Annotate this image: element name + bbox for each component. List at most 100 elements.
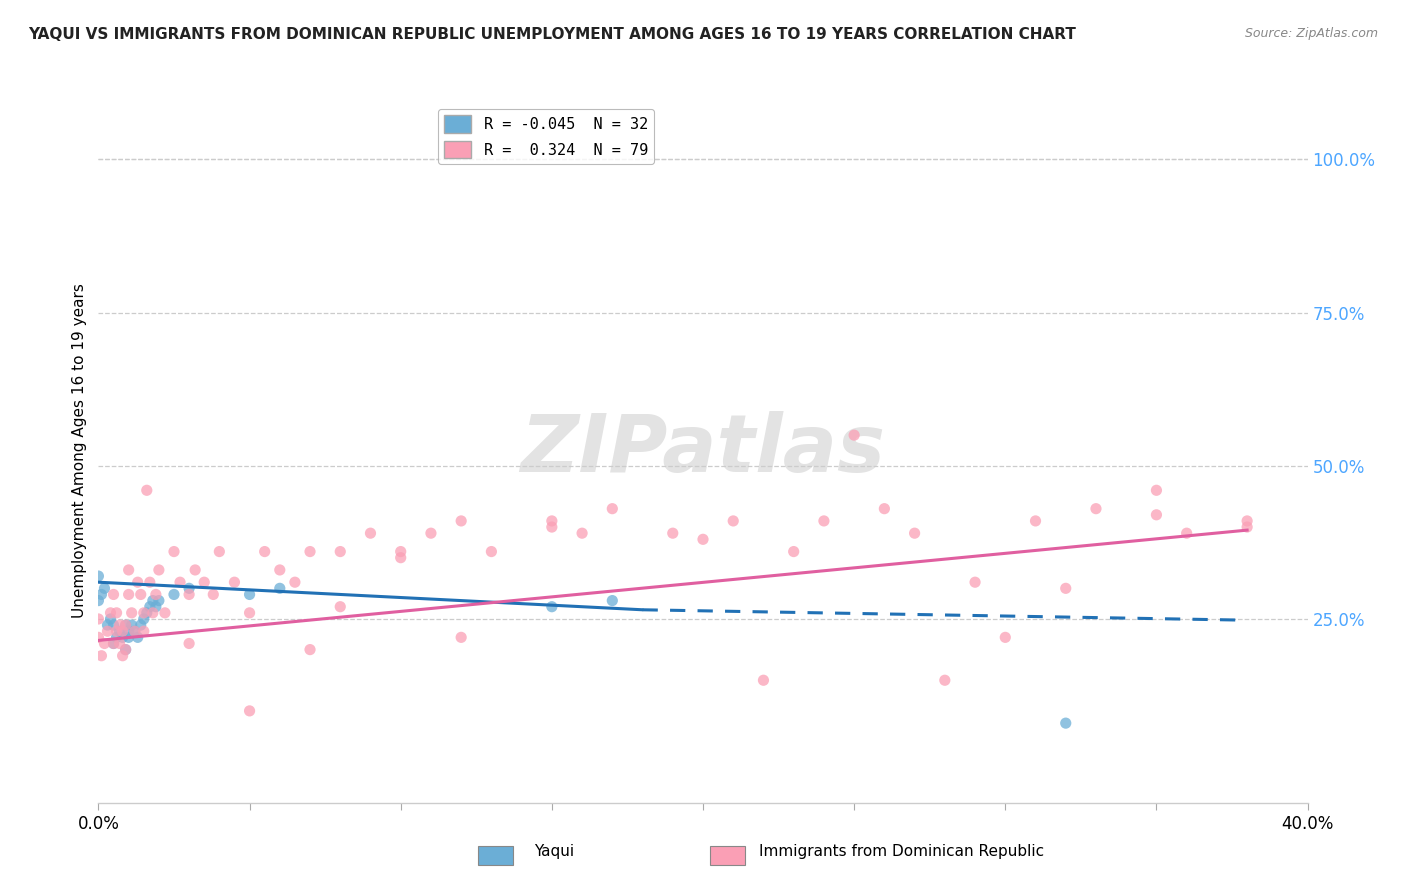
Point — [661, 526, 683, 541]
Point — [100, 612, 122, 626]
Point — [1054, 582, 1077, 596]
Point — [145, 587, 167, 601]
Point — [299, 642, 322, 657]
Point — [360, 526, 382, 541]
Point — [103, 636, 125, 650]
Point — [193, 575, 215, 590]
Point — [111, 624, 134, 639]
Point — [813, 514, 835, 528]
Text: YAQUI VS IMMIGRANTS FROM DOMINICAN REPUBLIC UNEMPLOYMENT AMONG AGES 16 TO 19 YEA: YAQUI VS IMMIGRANTS FROM DOMINICAN REPUB… — [28, 27, 1076, 42]
Point — [127, 575, 149, 590]
Point — [299, 544, 322, 558]
Point — [239, 704, 262, 718]
Point — [1085, 501, 1108, 516]
Point — [132, 606, 155, 620]
Point — [450, 631, 472, 645]
Point — [118, 563, 141, 577]
Point — [100, 606, 122, 620]
Point — [108, 618, 131, 632]
Point — [148, 563, 170, 577]
Point — [389, 544, 412, 558]
Point — [450, 514, 472, 528]
Point — [127, 631, 149, 645]
Point — [135, 606, 157, 620]
Point — [163, 544, 186, 558]
Point — [132, 612, 155, 626]
Point — [103, 618, 125, 632]
Point — [329, 544, 352, 558]
Point — [114, 642, 136, 657]
Point — [163, 587, 186, 601]
Point — [105, 631, 128, 645]
Point — [87, 612, 110, 626]
Point — [114, 618, 136, 632]
Point — [114, 642, 136, 657]
Point — [602, 501, 624, 516]
Point — [269, 582, 291, 596]
Point — [105, 624, 128, 639]
Point — [1236, 520, 1258, 534]
Point — [184, 563, 207, 577]
Point — [873, 501, 896, 516]
Point — [114, 618, 136, 632]
Point — [239, 606, 262, 620]
Point — [239, 587, 262, 601]
Text: Yaqui: Yaqui — [534, 845, 575, 859]
Point — [329, 599, 352, 614]
Point — [179, 587, 201, 601]
Point — [121, 606, 143, 620]
Point — [934, 673, 956, 688]
Point — [783, 544, 806, 558]
Point — [208, 544, 231, 558]
Point — [1144, 483, 1167, 498]
Text: ZIPatlas: ZIPatlas — [520, 411, 886, 490]
Point — [124, 624, 146, 639]
Point — [571, 526, 593, 541]
Point — [105, 606, 128, 620]
Point — [87, 631, 110, 645]
Text: Source: ZipAtlas.com: Source: ZipAtlas.com — [1244, 27, 1378, 40]
Point — [148, 593, 170, 607]
Point — [481, 544, 503, 558]
Point — [103, 636, 125, 650]
Point — [1024, 514, 1046, 528]
Point — [540, 514, 562, 528]
Point — [904, 526, 927, 541]
Point — [93, 582, 115, 596]
Point — [179, 582, 201, 596]
Y-axis label: Unemployment Among Ages 16 to 19 years: Unemployment Among Ages 16 to 19 years — [72, 283, 87, 618]
Legend: R = -0.045  N = 32, R =  0.324  N = 79: R = -0.045 N = 32, R = 0.324 N = 79 — [437, 110, 654, 164]
Point — [90, 648, 112, 663]
Point — [269, 563, 291, 577]
Point — [284, 575, 307, 590]
Point — [87, 593, 110, 607]
Point — [124, 624, 146, 639]
Point — [103, 587, 125, 601]
Point — [540, 599, 562, 614]
Point — [121, 618, 143, 632]
Point — [389, 550, 412, 565]
Point — [145, 599, 167, 614]
Point — [202, 587, 225, 601]
Point — [90, 587, 112, 601]
Point — [723, 514, 745, 528]
Point — [93, 636, 115, 650]
Point — [752, 673, 775, 688]
Point — [129, 618, 152, 632]
Point — [1054, 716, 1077, 731]
Point — [111, 631, 134, 645]
Point — [692, 533, 714, 547]
Point — [135, 483, 157, 498]
Point — [844, 428, 866, 442]
Point — [96, 618, 118, 632]
Point — [139, 599, 162, 614]
Point — [153, 606, 176, 620]
Point — [108, 636, 131, 650]
Point — [111, 648, 134, 663]
Point — [994, 631, 1017, 645]
Point — [1236, 514, 1258, 528]
Point — [1175, 526, 1198, 541]
Point — [118, 624, 141, 639]
Point — [142, 593, 165, 607]
Point — [129, 587, 152, 601]
